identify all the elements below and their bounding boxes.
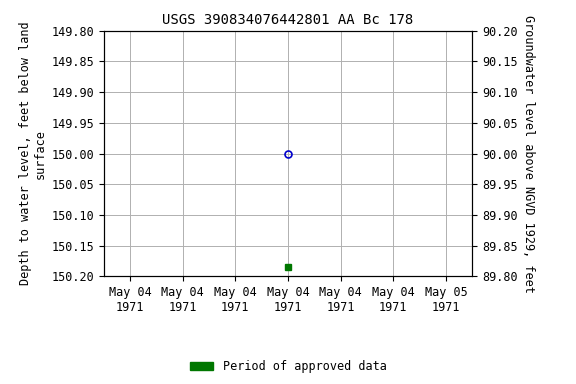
Legend: Period of approved data: Period of approved data: [185, 356, 391, 378]
Title: USGS 390834076442801 AA Bc 178: USGS 390834076442801 AA Bc 178: [162, 13, 414, 27]
Y-axis label: Groundwater level above NGVD 1929, feet: Groundwater level above NGVD 1929, feet: [522, 15, 535, 293]
Y-axis label: Depth to water level, feet below land
surface: Depth to water level, feet below land su…: [19, 22, 47, 285]
